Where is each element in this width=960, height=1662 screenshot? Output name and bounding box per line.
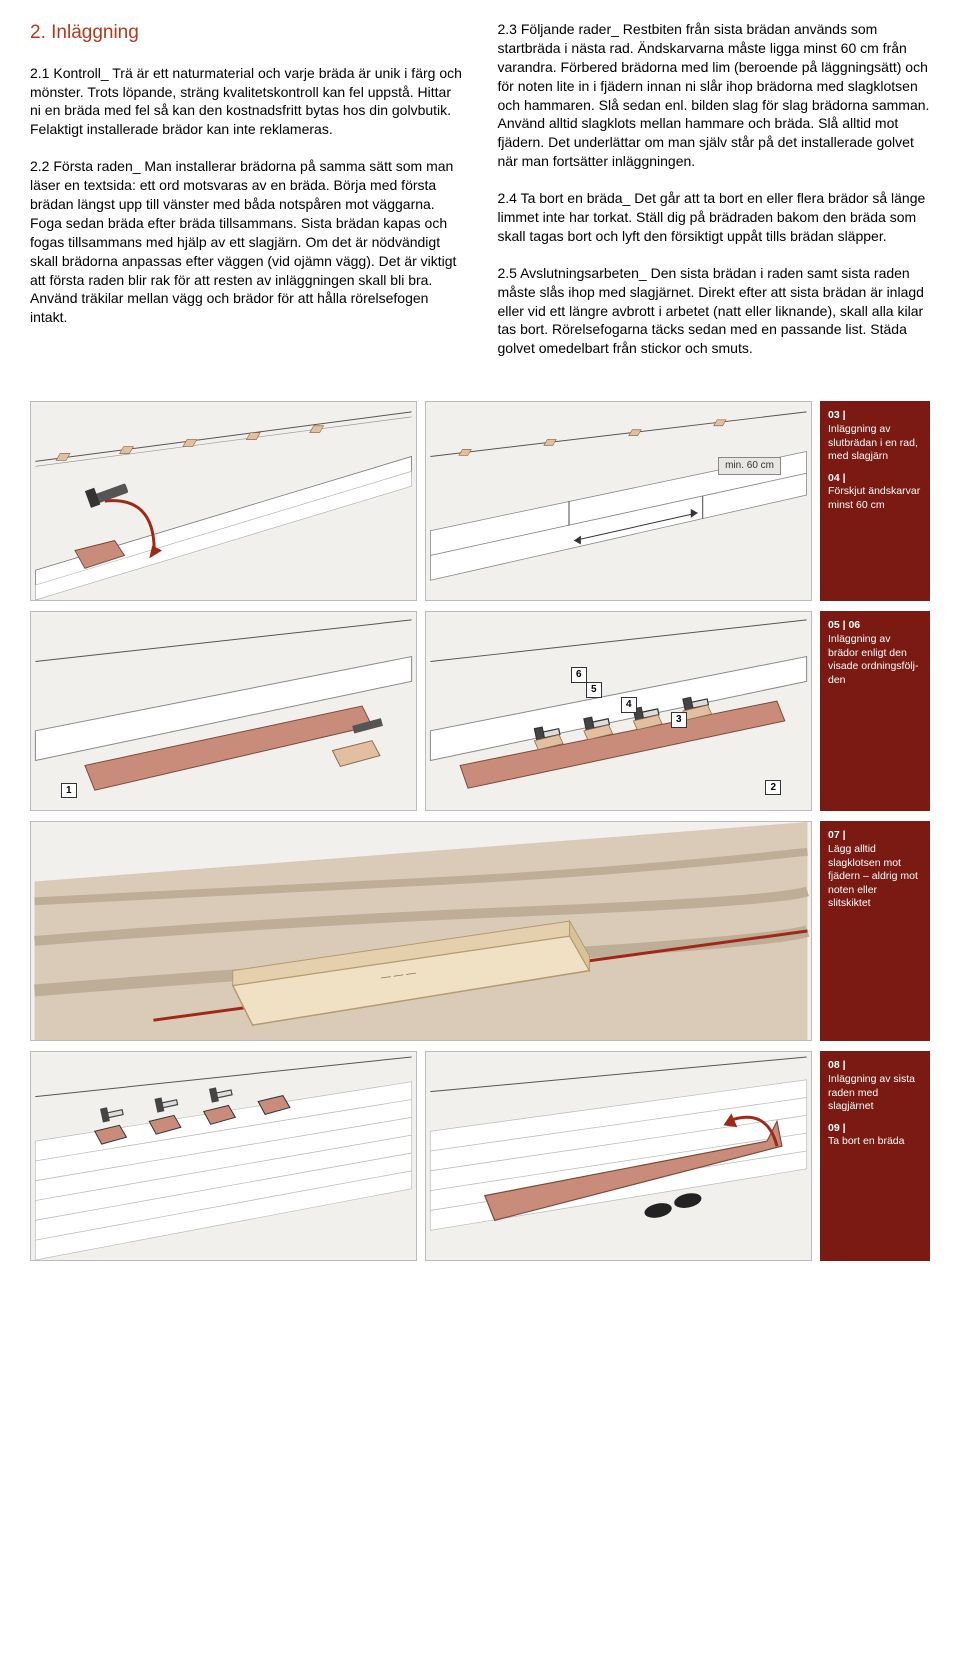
section-2-4: 2.4 Ta bort en bräda_ Det går att ta bor… [498,189,931,246]
caption-08: 08 | Inläggning av sista raden med slagj… [828,1059,922,1114]
lead-2-3: 2.3 Följande rader_ [498,21,619,37]
lead-2-2: 2.2 Första raden_ [30,158,141,174]
illus-row-4: 08 | Inläggning av sista raden med slagj… [30,1051,930,1261]
cap-num-04: 04 | [828,472,846,484]
cap-num-0506: 05 | 06 [828,619,860,631]
seq-num-2: 2 [765,780,781,796]
cap-num-03: 03 | [828,409,846,421]
caption-row-3: 07 | Lägg alltid slagklotsen mot fjädern… [820,821,930,1041]
text-columns: 2. Inläggning 2.1 Kontroll_ Trä är ett n… [30,20,930,376]
caption-09: 09 | Ta bort en bräda [828,1122,922,1149]
fig-08 [30,1051,417,1261]
cap-text-07: Lägg alltid slagklotsen mot fjädern – al… [828,843,918,910]
caption-row-1: 03 | Inläggning av slutbrädan i en rad, … [820,401,930,601]
cap-text-09: Ta bort en bräda [828,1135,904,1147]
seq-num-5: 5 [586,682,602,698]
fig-04: min. 60 cm [425,401,812,601]
lead-2-5: 2.5 Avslutningsarbeten_ [498,265,647,281]
caption-07: 07 | Lägg alltid slagklotsen mot fjädern… [828,829,922,911]
page-title: 2. Inläggning [30,20,463,46]
lead-2-4: 2.4 Ta bort en bräda_ [498,190,631,206]
fig-09 [425,1051,812,1261]
section-2-3: 2.3 Följande rader_ Restbiten från sista… [498,20,931,171]
fig-07: — — — [30,821,812,1041]
illus-row-2: 1 [30,611,930,811]
caption-0506: 05 | 06 Inläggning av brädor enligt den … [828,619,922,687]
cap-num-08: 08 | [828,1059,846,1071]
right-column: 2.3 Följande rader_ Restbiten från sista… [498,20,931,376]
fig-05: 1 [30,611,417,811]
cap-text-04: Förskjut ändskarvar minst 60 cm [828,485,920,511]
fig-03 [30,401,417,601]
seq-num-4: 4 [621,697,637,713]
seq-num-1: 1 [61,783,77,799]
caption-04: 04 | Förskjut ändskarvar minst 60 cm [828,472,922,513]
cap-text-0506: Inläggning av brädor enligt den visade o… [828,633,918,686]
label-min-60cm: min. 60 cm [718,457,781,475]
body-2-2: Man installerar brädorna på samma sätt s… [30,158,456,325]
illus-row-3: — — — 07 | Lägg alltid slagklotsen mot f… [30,821,930,1041]
seq-num-6: 6 [571,667,587,683]
left-column: 2. Inläggning 2.1 Kontroll_ Trä är ett n… [30,20,463,376]
cap-num-09: 09 | [828,1122,846,1134]
section-2-2: 2.2 Första raden_ Man installerar brädor… [30,157,463,327]
cap-num-07: 07 | [828,829,846,841]
caption-03: 03 | Inläggning av slutbrädan i en rad, … [828,409,922,464]
caption-row-4: 08 | Inläggning av sista raden med slagj… [820,1051,930,1261]
fig-06: 6 5 4 3 2 [425,611,812,811]
cap-text-08: Inläggning av sista raden med slagjärnet [828,1073,915,1112]
caption-row-2: 05 | 06 Inläggning av brädor enligt den … [820,611,930,811]
lead-2-1: 2.1 Kontroll_ [30,65,109,81]
section-2-1: 2.1 Kontroll_ Trä är ett naturmaterial o… [30,64,463,140]
body-2-3: Restbiten från sista brädan används som … [498,21,930,169]
section-2-5: 2.5 Avslutningsarbeten_ Den sista brädan… [498,264,931,358]
illus-row-1: min. 60 cm 03 | Inläggning av slutbrädan… [30,401,930,601]
cap-text-03: Inläggning av slutbrädan i en rad, med s… [828,423,918,462]
seq-num-3: 3 [671,712,687,728]
